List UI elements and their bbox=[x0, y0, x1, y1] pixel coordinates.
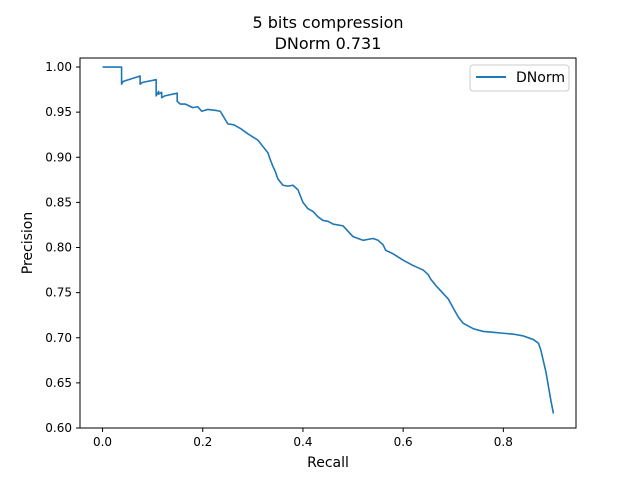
y-tick-label: 0.90 bbox=[45, 150, 72, 164]
legend-box bbox=[469, 64, 570, 92]
plot-layer bbox=[102, 66, 555, 414]
y-axis-label: Precision bbox=[20, 212, 36, 274]
y-tick-label: 0.80 bbox=[45, 241, 72, 255]
x-tick-label: 0.0 bbox=[93, 435, 112, 449]
y-axis: 0.60 0.65 0.70 0.75 0.80 0.85 0.90 0.95 1.00 bbox=[45, 60, 80, 435]
x-axis: 0.0 0.2 0.4 0.6 0.8 bbox=[93, 428, 513, 449]
y-tick-label: 1.00 bbox=[45, 60, 72, 74]
legend: DNorm bbox=[469, 64, 570, 92]
chart-subtitle: DNorm 0.731 bbox=[275, 34, 382, 53]
x-tick-label: 0.6 bbox=[394, 435, 413, 449]
x-axis-label: Recall bbox=[307, 455, 349, 471]
y-tick-label: 0.85 bbox=[45, 195, 72, 209]
chart-title: 5 bits compression bbox=[252, 13, 403, 32]
plot-frame bbox=[79, 57, 577, 429]
y-tick-label: 0.75 bbox=[45, 286, 72, 300]
series-line-dnorm bbox=[102, 66, 555, 414]
x-tick-label: 0.8 bbox=[494, 435, 513, 449]
y-tick-label: 0.95 bbox=[45, 105, 72, 119]
legend-label-dnorm: DNorm bbox=[516, 70, 565, 86]
y-tick-label: 0.65 bbox=[45, 376, 72, 390]
y-tick-label: 0.60 bbox=[45, 421, 72, 435]
x-tick-label: 0.2 bbox=[193, 435, 212, 449]
x-tick-label: 0.4 bbox=[293, 435, 312, 449]
y-tick-label: 0.70 bbox=[45, 331, 72, 345]
